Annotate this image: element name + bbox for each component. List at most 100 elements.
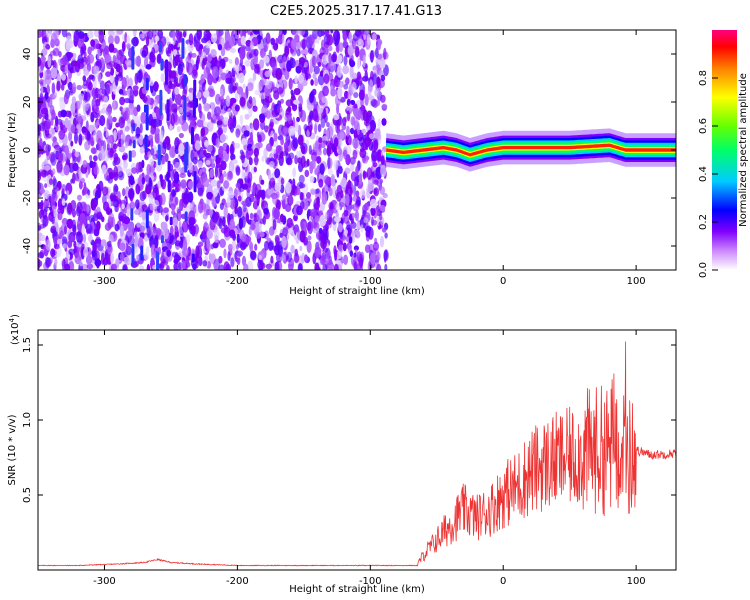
heatmap-noise-blob xyxy=(70,178,74,184)
heatmap-noise-blob xyxy=(52,47,60,57)
heatmap-noise-blob xyxy=(331,207,338,214)
heatmap-noise-blob xyxy=(284,69,290,80)
heatmap-noise-blob xyxy=(338,244,343,254)
colorbar-tick-label: 0.0 xyxy=(698,262,709,278)
heatmap-noise-blob xyxy=(119,129,123,135)
heatmap-noise-blob xyxy=(323,73,330,84)
heatmap-noise-blob xyxy=(198,103,202,114)
heatmap-noise-blob xyxy=(67,202,73,214)
heatmap-noise-blob xyxy=(330,30,334,34)
heatmap-noise-blob xyxy=(78,133,83,146)
heatmap-noise-blob xyxy=(70,123,76,134)
heatmap-noise-blob xyxy=(150,79,154,87)
heatmap-noise-blob xyxy=(349,156,356,165)
heatmap-noise-blob xyxy=(266,80,273,89)
heatmap-noise-blob xyxy=(363,217,369,224)
heatmap-noise-blob xyxy=(236,233,240,244)
heatmap-noise-blob xyxy=(123,111,127,121)
heatmap-noise-blob xyxy=(357,57,361,70)
heatmap-noise-blob xyxy=(121,154,127,161)
heatmap-noise-blob xyxy=(381,118,387,126)
heatmap-noise-blob xyxy=(364,202,369,211)
heatmap-noise-blob xyxy=(198,201,204,214)
heatmap-noise-blob xyxy=(264,70,271,78)
heatmap-noise-blob xyxy=(83,182,87,195)
heatmap-noise-blob xyxy=(48,178,54,186)
heatmap-noise-blob xyxy=(83,79,88,87)
heatmap-noise-blob xyxy=(327,167,333,176)
heatmap-noise-blob xyxy=(45,30,52,38)
heatmap-noise-blob xyxy=(100,140,105,146)
heatmap-noise-blob xyxy=(229,219,235,232)
heatmap-noise-blob xyxy=(209,168,215,179)
heatmap-noise-blob xyxy=(108,234,114,243)
heatmap-noise-blob xyxy=(298,57,306,65)
heatmap-noise-blob xyxy=(243,263,249,270)
heatmap-noise-blob xyxy=(68,90,74,96)
heatmap-noise-blob xyxy=(253,147,259,158)
heatmap-noise-blob xyxy=(90,198,96,211)
heatmap-noise-blob xyxy=(372,162,378,168)
heatmap-noise-blob xyxy=(274,168,281,179)
heatmap-noise-blob xyxy=(189,51,193,59)
heatmap-noise-blob xyxy=(51,216,56,225)
heatmap-noise-blob xyxy=(72,162,79,172)
heatmap-noise-blob xyxy=(309,110,314,120)
heatmap-noise-blob xyxy=(135,199,140,209)
heatmap-noise-blob xyxy=(272,194,278,205)
heatmap-noise-blob xyxy=(356,251,362,263)
heatmap-noise-blob xyxy=(72,82,77,94)
heatmap-noise-blob xyxy=(93,155,98,162)
heatmap-noise-blob xyxy=(101,164,107,175)
heatmap-noise-blob xyxy=(50,67,58,79)
heatmap-noise-blob xyxy=(259,79,265,88)
heatmap-noise-blob xyxy=(206,238,211,250)
heatmap-noise-blob xyxy=(295,187,301,196)
heatmap-noise-blob xyxy=(254,63,260,70)
heatmap-noise-blob xyxy=(45,43,50,50)
heatmap-noise-blob xyxy=(357,38,364,49)
heatmap-noise-blob xyxy=(359,148,367,159)
colorbar xyxy=(712,30,737,270)
heatmap-noise-blob xyxy=(151,47,156,57)
heatmap-noise-blob xyxy=(253,166,257,173)
heatmap-noise-blob xyxy=(297,74,305,84)
heatmap-noise-blob xyxy=(369,198,377,209)
heatmap-noise-streak xyxy=(145,104,149,131)
heatmap-noise-blob xyxy=(380,164,387,178)
heatmap-noise-blob xyxy=(197,187,204,196)
heatmap-noise-blob xyxy=(280,98,284,104)
heatmap-noise-blob xyxy=(226,144,230,154)
heatmap-noise-blob xyxy=(366,167,373,181)
heatmap-noise-blob xyxy=(207,73,214,86)
heatmap-noise-blob xyxy=(236,250,244,257)
heatmap-y-tick-label: 0 xyxy=(22,147,33,153)
heatmap-noise-blob xyxy=(317,103,321,114)
heatmap-noise-blob xyxy=(113,166,119,178)
heatmap-noise-blob xyxy=(150,138,154,149)
heatmap-noise-blob xyxy=(342,117,347,126)
heatmap-noise-blob xyxy=(218,96,225,103)
heatmap-noise-blob xyxy=(215,159,220,169)
heatmap-noise-blob xyxy=(296,116,301,123)
heatmap-y-tick-label: 40 xyxy=(22,48,33,61)
heatmap-noise-blob xyxy=(59,230,64,240)
heatmap-noise-blob xyxy=(68,131,73,142)
heatmap-noise-blob xyxy=(247,260,254,270)
heatmap-noise-blob xyxy=(322,85,329,97)
heatmap-noise-streak xyxy=(145,209,149,229)
heatmap-noise-blob xyxy=(365,232,370,238)
heatmap-noise-blob xyxy=(56,168,63,174)
heatmap-noise-blob xyxy=(338,42,344,53)
heatmap-noise-blob xyxy=(225,77,233,85)
heatmap-noise-blob xyxy=(319,163,325,175)
heatmap-noise-blob xyxy=(281,194,287,201)
heatmap-noise-blob xyxy=(172,217,179,228)
heatmap-noise-blob xyxy=(356,122,360,136)
heatmap-noise-blob xyxy=(292,178,296,188)
heatmap-noise-blob xyxy=(145,184,152,195)
heatmap-noise-blob xyxy=(38,181,42,192)
snr-line-series xyxy=(38,341,676,567)
heatmap-noise-blob xyxy=(384,263,388,270)
heatmap-noise-blob xyxy=(235,166,241,176)
